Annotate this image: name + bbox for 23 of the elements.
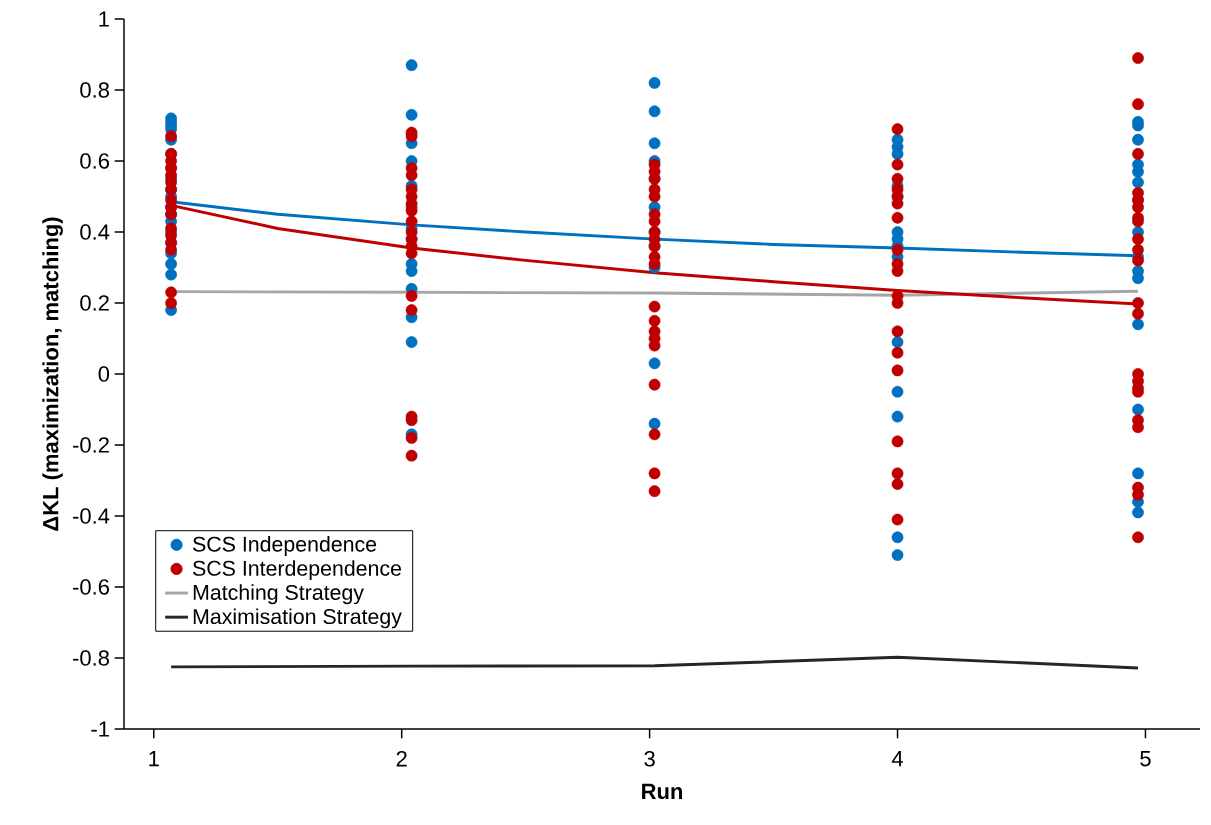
- legend-label: SCS Interdependence: [193, 560, 402, 581]
- x-tick-label: 5: [1140, 751, 1151, 767]
- y-tick-label: 1: [99, 11, 109, 27]
- y-tick-label: -1: [91, 721, 109, 737]
- legend-label: Maximisation Strategy: [193, 608, 402, 629]
- y-tick-label: -0.6: [73, 579, 109, 595]
- y-tick-label: 0.6: [80, 153, 109, 169]
- y-tick-label: -0.2: [73, 437, 109, 453]
- y-tick-label: -0.4: [73, 508, 110, 524]
- y-axis-title: ΔKL (maximization, matching): [42, 217, 63, 531]
- y-tick-label: 0: [98, 366, 110, 382]
- x-tick-label: 4: [891, 751, 903, 767]
- y-tick-label: 0.2: [80, 295, 109, 311]
- legend-label: SCS Independence: [193, 536, 377, 556]
- line-series: [169, 655, 1140, 670]
- legend-label: Matching Strategy: [193, 584, 364, 605]
- x-tick-label: 2: [396, 751, 407, 767]
- y-tick-label: -0.8: [73, 650, 109, 666]
- x-tick-label: 3: [644, 751, 655, 767]
- x-axis-title: Run: [642, 783, 683, 800]
- x-tick-label: 1: [149, 751, 159, 767]
- y-tick-label: 0.8: [80, 82, 109, 98]
- y-tick-label: 0.4: [80, 224, 110, 240]
